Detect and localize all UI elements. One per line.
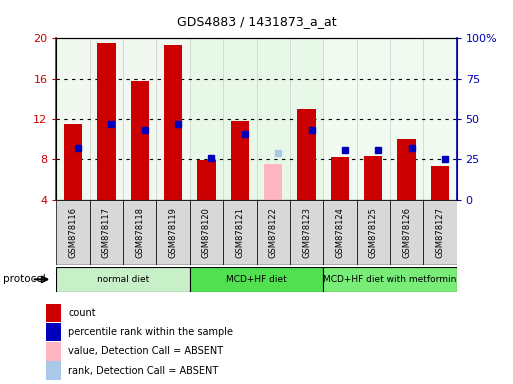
Bar — [56, 200, 90, 265]
Bar — [264, 164, 282, 200]
Text: percentile rank within the sample: percentile rank within the sample — [68, 327, 233, 337]
Bar — [364, 156, 382, 200]
Text: protocol: protocol — [3, 274, 45, 285]
Bar — [357, 200, 390, 265]
Text: value, Detection Call = ABSENT: value, Detection Call = ABSENT — [68, 346, 223, 356]
Bar — [46, 342, 62, 361]
Bar — [123, 200, 156, 265]
Bar — [256, 200, 290, 265]
Bar — [390, 200, 423, 265]
Text: count: count — [68, 308, 96, 318]
Bar — [164, 45, 182, 200]
Bar — [398, 139, 416, 200]
Bar — [46, 304, 62, 322]
Bar — [231, 121, 249, 200]
Text: GSM878117: GSM878117 — [102, 207, 111, 258]
Bar — [190, 200, 223, 265]
Text: GSM878124: GSM878124 — [336, 207, 344, 258]
Text: GSM878116: GSM878116 — [69, 207, 77, 258]
Text: GSM878125: GSM878125 — [369, 207, 378, 258]
Text: MCD+HF diet: MCD+HF diet — [226, 275, 287, 284]
Bar — [190, 38, 323, 200]
Text: GSM878126: GSM878126 — [402, 207, 411, 258]
Bar — [298, 109, 315, 200]
Text: rank, Detection Call = ABSENT: rank, Detection Call = ABSENT — [68, 366, 219, 376]
Text: GSM878118: GSM878118 — [135, 207, 144, 258]
Bar — [431, 166, 449, 200]
Bar — [290, 200, 323, 265]
Text: GSM878127: GSM878127 — [436, 207, 444, 258]
Text: MCD+HF diet with metformin: MCD+HF diet with metformin — [323, 275, 457, 284]
Bar — [323, 38, 457, 200]
Text: normal diet: normal diet — [97, 275, 149, 284]
Text: GSM878120: GSM878120 — [202, 207, 211, 258]
Bar — [331, 157, 349, 200]
Bar — [131, 81, 149, 200]
Bar — [423, 200, 457, 265]
Bar — [97, 43, 115, 200]
Text: GDS4883 / 1431873_a_at: GDS4883 / 1431873_a_at — [176, 15, 337, 28]
Bar — [323, 267, 457, 292]
Text: GSM878123: GSM878123 — [302, 207, 311, 258]
Bar — [56, 38, 190, 200]
Bar — [198, 161, 215, 200]
Text: GSM878122: GSM878122 — [269, 207, 278, 258]
Bar — [223, 200, 256, 265]
Bar — [46, 323, 62, 341]
Bar — [46, 361, 62, 380]
Text: GSM878121: GSM878121 — [235, 207, 244, 258]
Bar — [156, 200, 190, 265]
Text: GSM878119: GSM878119 — [169, 207, 177, 258]
Bar — [64, 124, 82, 200]
Bar — [90, 200, 123, 265]
Bar — [56, 267, 190, 292]
Bar — [323, 200, 357, 265]
Bar — [190, 267, 323, 292]
